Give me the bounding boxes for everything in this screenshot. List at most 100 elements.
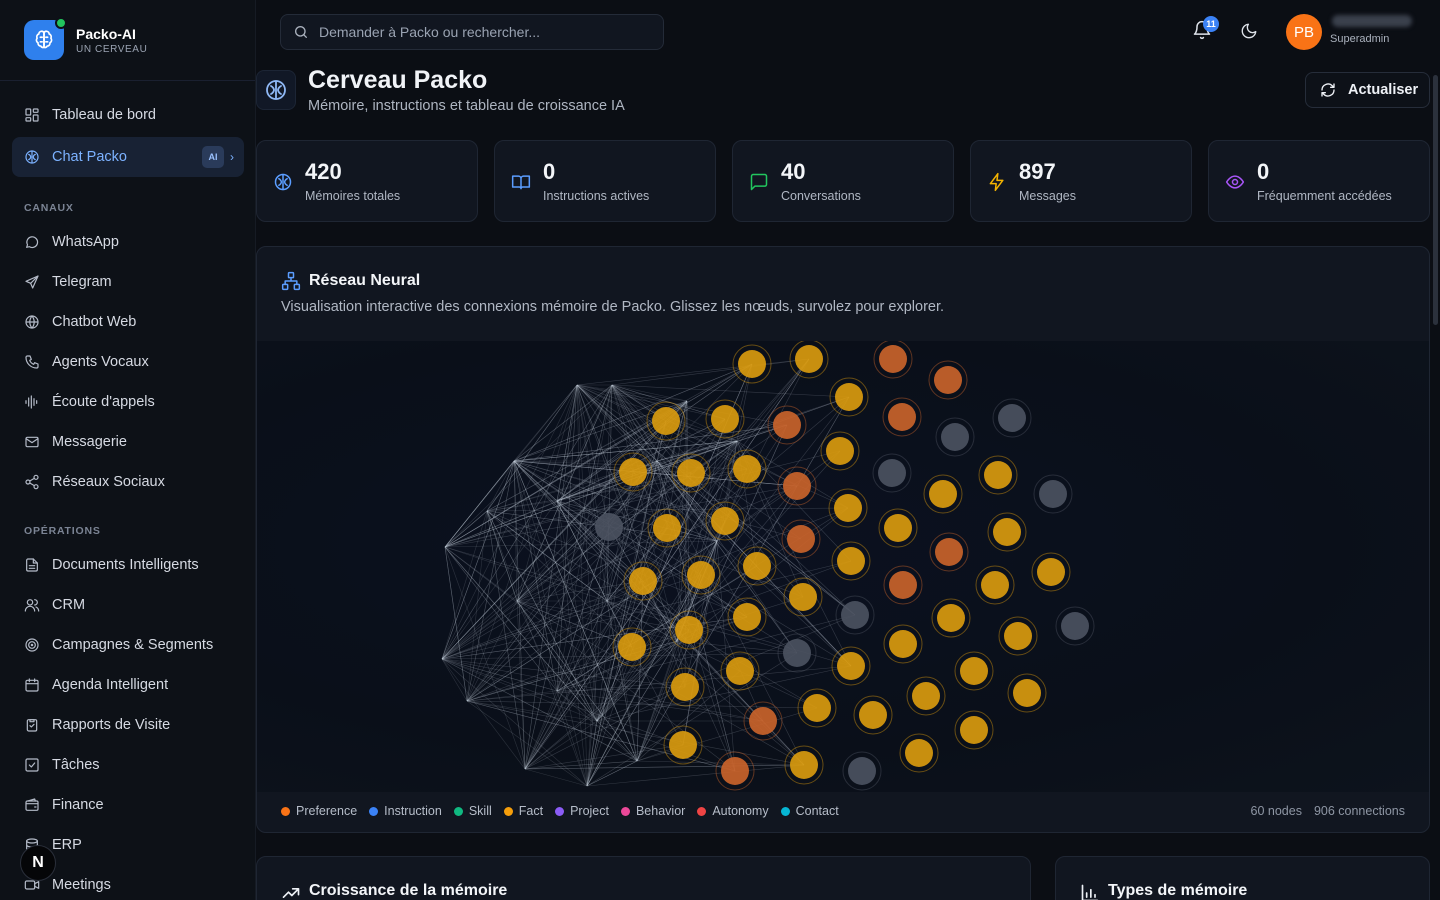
graph-node[interactable] — [715, 751, 755, 791]
sidebar-item-taches[interactable]: Tâches — [12, 745, 244, 785]
sidebar-item-dashboard[interactable]: Tableau de bord — [12, 95, 244, 135]
graph-node[interactable] — [954, 651, 994, 691]
graph-node[interactable] — [978, 455, 1018, 495]
graph-node[interactable] — [647, 508, 687, 548]
graph-node[interactable] — [720, 651, 760, 691]
refresh-icon — [1321, 83, 1335, 97]
graph-node[interactable] — [883, 565, 923, 605]
stat-label: Messages — [1019, 189, 1076, 203]
graph-node[interactable] — [705, 399, 745, 439]
graph-node[interactable] — [1055, 606, 1095, 646]
sidebar-item-campagnes[interactable]: Campagnes & Segments — [12, 625, 244, 665]
search-bar[interactable] — [280, 14, 664, 50]
sidebar-item-documents[interactable]: Documents Intelligents — [12, 545, 244, 585]
graph-node[interactable] — [873, 339, 913, 379]
sidebar-item-rapports[interactable]: Rapports de Visite — [12, 705, 244, 745]
graph-node[interactable] — [899, 733, 939, 773]
graph-node[interactable] — [831, 541, 871, 581]
graph-node[interactable] — [882, 397, 922, 437]
graph-node[interactable] — [931, 598, 971, 638]
graph-node[interactable] — [681, 555, 721, 595]
graph-node[interactable] — [954, 710, 994, 750]
neural-graph[interactable] — [257, 339, 1430, 792]
graph-node[interactable] — [935, 417, 975, 457]
neural-graph-canvas[interactable] — [257, 339, 1430, 792]
graph-node[interactable] — [1031, 552, 1071, 592]
graph-node[interactable] — [1033, 474, 1073, 514]
memory-types-title: Types de mémoire — [1108, 882, 1248, 899]
sidebar-item-meetings[interactable]: Meetings — [12, 865, 244, 900]
graph-node[interactable] — [923, 474, 963, 514]
graph-node[interactable] — [835, 595, 875, 635]
graph-node[interactable] — [783, 577, 823, 617]
graph-node[interactable] — [781, 519, 821, 559]
sidebar-item-messagerie[interactable]: Messagerie — [12, 422, 244, 462]
graph-node[interactable] — [828, 488, 868, 528]
graph-node[interactable] — [929, 532, 969, 572]
graph-node[interactable] — [831, 646, 871, 686]
bell-icon[interactable] — [1192, 20, 1212, 40]
sidebar-item-agents-vocaux[interactable]: Agents Vocaux — [12, 342, 244, 382]
graph-node[interactable] — [646, 401, 686, 441]
graph-node[interactable] — [613, 452, 653, 492]
graph-node[interactable] — [727, 597, 767, 637]
graph-node[interactable] — [743, 701, 783, 741]
sidebar-item-ecoute-appels[interactable]: Écoute d'appels — [12, 382, 244, 422]
graph-node[interactable] — [784, 745, 824, 785]
graph-node[interactable] — [665, 667, 705, 707]
graph-node[interactable] — [705, 501, 745, 541]
refresh-button[interactable]: Actualiser — [1305, 72, 1430, 108]
sidebar-item-finance[interactable]: Finance — [12, 785, 244, 825]
graph-node[interactable] — [853, 695, 893, 735]
graph-node[interactable] — [732, 344, 772, 384]
graph-node[interactable] — [623, 561, 663, 601]
graph-node[interactable] — [992, 398, 1032, 438]
chat-bubble-icon — [26, 236, 39, 249]
sidebar-item-agenda[interactable]: Agenda Intelligent — [12, 665, 244, 705]
graph-node[interactable] — [975, 565, 1015, 605]
graph-node[interactable] — [671, 453, 711, 493]
graph-node[interactable] — [727, 449, 767, 489]
stat-card-messages: 897 Messages — [970, 140, 1192, 222]
graph-node[interactable] — [663, 725, 703, 765]
graph-node[interactable] — [820, 431, 860, 471]
sidebar-item-whatsapp[interactable]: WhatsApp — [12, 222, 244, 262]
sidebar-item-chat-packo[interactable]: Chat Packo AI › — [12, 137, 244, 177]
graph-node[interactable] — [737, 546, 777, 586]
scrollbar[interactable] — [1433, 75, 1438, 325]
sidebar-item-crm[interactable]: CRM — [12, 585, 244, 625]
graph-node[interactable] — [669, 610, 709, 650]
graph-node[interactable] — [1007, 673, 1047, 713]
avatar[interactable]: PB — [1286, 14, 1322, 50]
graph-node[interactable] — [777, 633, 817, 673]
graph-node[interactable] — [797, 688, 837, 728]
stat-value: 40 — [781, 159, 806, 184]
graph-node[interactable] — [789, 339, 829, 379]
graph-node[interactable] — [842, 751, 882, 791]
graph-node[interactable] — [872, 453, 912, 493]
sidebar-item-chatbot-web[interactable]: Chatbot Web — [12, 302, 244, 342]
search-input[interactable] — [319, 24, 639, 40]
graph-node[interactable] — [829, 377, 869, 417]
graph-node[interactable] — [878, 508, 918, 548]
legend-item: Instruction — [369, 804, 442, 818]
notification-count-badge: 11 — [1203, 16, 1219, 32]
n-floating-button[interactable]: N — [20, 845, 56, 881]
neural-network-card: Réseau Neural Visualisation interactive … — [256, 246, 1430, 833]
graph-node[interactable] — [906, 676, 946, 716]
graph-node[interactable] — [777, 466, 817, 506]
graph-node[interactable] — [612, 627, 652, 667]
brand-subtitle: UN CERVEAU — [76, 43, 148, 55]
graph-node[interactable] — [767, 405, 807, 445]
sidebar-item-label: Meetings — [52, 877, 111, 893]
graph-node[interactable] — [998, 616, 1038, 656]
moon-icon[interactable] — [1240, 22, 1258, 40]
graph-node[interactable] — [883, 624, 923, 664]
brand[interactable]: Packo-AI UN CERVEAU — [0, 0, 255, 81]
graph-node[interactable] — [928, 360, 968, 400]
graph-node[interactable] — [589, 507, 629, 547]
sidebar-item-telegram[interactable]: Telegram — [12, 262, 244, 302]
sidebar-item-label: CRM — [52, 597, 86, 613]
graph-node[interactable] — [987, 512, 1027, 552]
sidebar-item-reseaux-sociaux[interactable]: Réseaux Sociaux — [12, 462, 244, 502]
